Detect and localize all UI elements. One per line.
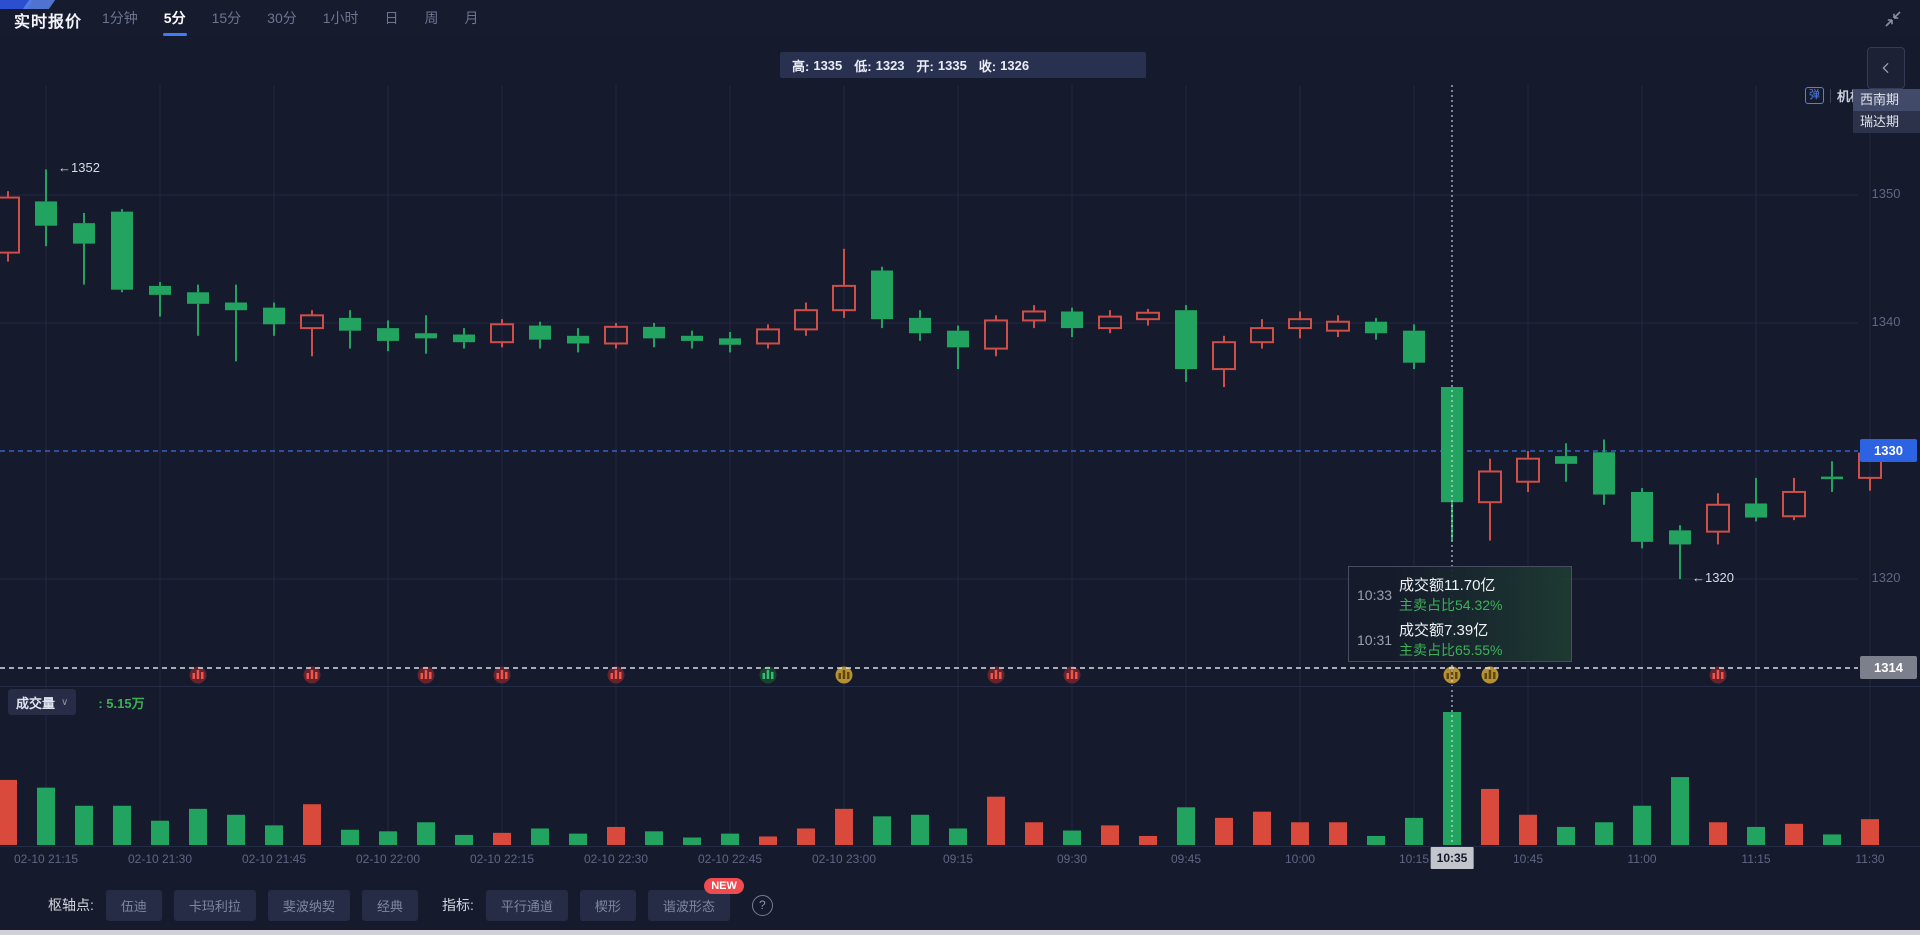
- tab-5min[interactable]: 5分: [162, 10, 187, 36]
- time-tick-label: 11:00: [1627, 852, 1657, 866]
- time-tick-label: 02-10 21:30: [127, 852, 193, 866]
- low-label: 低:: [854, 58, 872, 74]
- high-value: 1335: [813, 57, 843, 73]
- divider: [1830, 88, 1831, 103]
- time-tick-label: 02-10 23:00: [811, 852, 877, 866]
- tooltip-row: 10:33 成交额11.70亿 主卖占比54.32%: [1357, 574, 1571, 615]
- pivot-label: 枢轴点:: [48, 897, 94, 913]
- crosshair: [0, 85, 1858, 845]
- page-title: 实时报价: [14, 14, 83, 31]
- drawing-tools-toolbar: 枢轴点: 伍迪 卡玛利拉 斐波纳契 经典 指标: 平行通道 楔形 谐波形态 NE…: [0, 877, 1920, 928]
- pivot-camarilla-button[interactable]: 卡玛利拉: [173, 889, 256, 921]
- tab-15min[interactable]: 15分: [211, 10, 242, 26]
- open-label: 开:: [916, 58, 934, 74]
- indicator-parallel-channel-button[interactable]: 平行通道: [485, 889, 568, 921]
- price-extreme-annotation: ←1352: [58, 160, 100, 176]
- pivot-classic-button[interactable]: 经典: [361, 889, 418, 921]
- volume-bars: [0, 712, 1879, 845]
- help-icon[interactable]: ?: [751, 894, 773, 916]
- time-tick-label: 02-10 22:30: [583, 852, 649, 866]
- price-extreme-annotation: ←1320: [1692, 570, 1734, 585]
- tooltip-amount: 成交额11.70亿: [1399, 577, 1496, 594]
- tab-1min[interactable]: 1分钟: [102, 10, 138, 26]
- high-label: 高:: [792, 58, 810, 74]
- panel-separator: [0, 686, 1920, 687]
- tab-week[interactable]: 周: [424, 10, 439, 26]
- price-tick-label: 1320: [1871, 570, 1901, 585]
- time-tick-label: 10:15: [1398, 852, 1430, 866]
- time-tick-label: 02-10 22:00: [355, 852, 421, 866]
- time-tick-label: 10:45: [1512, 852, 1544, 866]
- low-value: 1323: [875, 57, 905, 73]
- close-value: 1326: [1000, 57, 1030, 73]
- indicator-wedge-button[interactable]: 楔形: [579, 889, 636, 921]
- tab-day[interactable]: 日: [384, 10, 399, 26]
- open-value: 1335: [937, 57, 967, 73]
- tooltip-row: 10:31 成交额7.39亿 主卖占比65.55%: [1357, 619, 1571, 660]
- indicator-harmonic-button[interactable]: 谐波形态: [647, 889, 730, 921]
- panel-separator: [0, 846, 1920, 847]
- current-price-badge: 1330: [1860, 439, 1917, 462]
- time-tick-label: 02-10 21:45: [241, 852, 307, 866]
- chevron-left-icon: [1882, 62, 1889, 74]
- top-toolbar: 实时报价 1分钟 5分 15分 30分 1小时 日 周 月: [0, 0, 1920, 36]
- tooltip-ratio: 主卖占比65.55%: [1399, 642, 1503, 658]
- volume-value: : 5.15万: [98, 695, 145, 711]
- tooltip-time: 10:33: [1357, 586, 1393, 603]
- time-tick-label: 02-10 22:45: [697, 852, 763, 866]
- volume-indicator-selector[interactable]: 成交量 ∨: [8, 689, 77, 715]
- tooltip-ratio: 主卖占比54.32%: [1399, 597, 1503, 613]
- time-tick-label: 10:00: [1284, 852, 1316, 866]
- pop-badge[interactable]: 弹: [1805, 87, 1824, 104]
- compress-icon[interactable]: [1880, 7, 1906, 31]
- tab-30min[interactable]: 30分: [267, 10, 297, 26]
- tab-month[interactable]: 月: [464, 10, 479, 26]
- indicator-label: 指标:: [441, 897, 474, 913]
- chevron-down-icon: ∨: [61, 696, 69, 708]
- time-tick-label: 02-10 21:15: [13, 852, 79, 866]
- volume-panel-header: 成交量 ∨ : 5.15万: [8, 689, 145, 715]
- time-tick-label: 02-10 22:15: [469, 852, 535, 866]
- volume-label: 成交量: [16, 695, 56, 711]
- time-tick-label: 09:45: [1170, 852, 1202, 866]
- signal-markers: [189, 666, 1727, 684]
- pivot-fibonacci-button[interactable]: 斐波纳契: [267, 889, 350, 921]
- time-tick-label: 11:30: [1855, 852, 1885, 866]
- broker-option-southwest[interactable]: 西南期: [1853, 89, 1920, 111]
- time-tick-label: 09:15: [942, 852, 974, 866]
- candles: [0, 169, 1882, 579]
- broker-option-ruida[interactable]: 瑞达期: [1853, 111, 1920, 133]
- horizontal-scrollbar[interactable]: [0, 930, 1920, 935]
- collapse-panel-button[interactable]: [1867, 47, 1905, 89]
- price-tick-label: 1350: [1871, 186, 1901, 201]
- time-tick-label: 09:30: [1056, 852, 1088, 866]
- gridlines: [0, 85, 1871, 845]
- crosshair-price-badge: 1314: [1860, 656, 1917, 679]
- ohlc-readout: 高: 1335 低: 1323 开: 1335 收: 1326: [780, 52, 1146, 78]
- help-question-mark: ?: [759, 898, 766, 912]
- tab-1hour[interactable]: 1小时: [322, 10, 359, 26]
- time-tick-label: 11:15: [1741, 852, 1771, 866]
- broker-dropdown: 西南期 瑞达期: [1853, 89, 1920, 133]
- close-label: 收:: [978, 58, 997, 74]
- new-badge: NEW: [704, 877, 744, 894]
- tooltip-amount: 成交额7.39亿: [1399, 622, 1489, 639]
- crosshair-time-badge: 10:35: [1430, 847, 1474, 869]
- timeframe-tabs: 1分钟 5分 15分 30分 1小时 日 周 月: [102, 0, 479, 36]
- price-tick-label: 1340: [1871, 314, 1901, 329]
- pivot-woodie-button[interactable]: 伍迪: [105, 889, 162, 921]
- trade-alert-tooltip: 10:33 成交额11.70亿 主卖占比54.32% 10:31 成交额7.39…: [1348, 566, 1572, 662]
- tooltip-time: 10:31: [1357, 631, 1393, 648]
